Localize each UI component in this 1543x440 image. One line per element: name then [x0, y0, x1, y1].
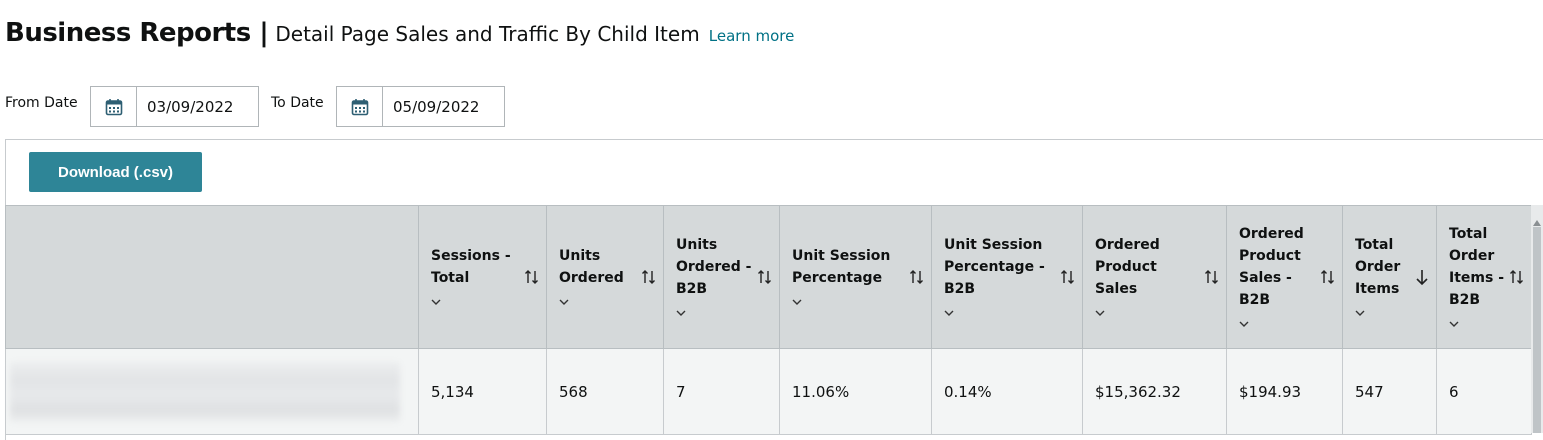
chevron-down-icon[interactable]: [792, 291, 905, 310]
page-subtitle: Detail Page Sales and Traffic By Child I…: [275, 22, 700, 46]
vertical-scrollbar[interactable]: [1531, 205, 1543, 433]
table-cell: $194.93: [1226, 348, 1343, 435]
column-header-label: Total Order Items: [1355, 236, 1401, 297]
chevron-down-icon[interactable]: [1449, 313, 1505, 332]
chevron-down-icon[interactable]: [1095, 302, 1200, 321]
chevron-down-icon[interactable]: [1355, 302, 1410, 321]
column-header-label: Total Order Items - B2B: [1449, 225, 1505, 308]
table-cell: 547: [1342, 348, 1437, 435]
chevron-down-icon[interactable]: [944, 302, 1056, 321]
from-date-value[interactable]: 03/09/2022: [147, 97, 234, 116]
column-header[interactable]: Total Order Items - B2B: [1436, 205, 1532, 349]
page-title: Business Reports |: [5, 18, 269, 48]
chevron-down-icon[interactable]: [431, 291, 520, 310]
report-table: Sessions - Total Units Ordered Units Ord…: [5, 205, 1532, 435]
sort-both-icon[interactable]: [1204, 268, 1220, 286]
table-cell: 11.06%: [779, 348, 932, 435]
to-date-label: To Date: [271, 95, 324, 111]
column-header-label: Units Ordered: [559, 247, 624, 286]
column-header[interactable]: Ordered Product Sales: [1082, 205, 1227, 349]
column-header[interactable]: Total Order Items: [1342, 205, 1437, 349]
sort-both-icon[interactable]: [1060, 268, 1076, 286]
sort-both-icon[interactable]: [909, 268, 925, 286]
to-date-field[interactable]: 05/09/2022: [336, 86, 505, 127]
sort-both-icon[interactable]: [524, 268, 540, 286]
scrollbar-thumb[interactable]: [1533, 227, 1541, 433]
sort-both-icon[interactable]: [757, 268, 773, 286]
column-header[interactable]: Ordered Product Sales - B2B: [1226, 205, 1343, 349]
column-header[interactable]: Sessions - Total: [418, 205, 547, 349]
chevron-down-icon[interactable]: [559, 291, 637, 310]
scroll-up-arrow-icon[interactable]: [1533, 211, 1541, 230]
column-header[interactable]: Units Ordered: [546, 205, 664, 349]
chevron-down-icon[interactable]: [676, 302, 753, 321]
table-cell: 7: [663, 348, 780, 435]
from-date-label: From Date: [5, 95, 78, 111]
column-header[interactable]: Units Ordered - B2B: [663, 205, 780, 349]
from-date-field[interactable]: 03/09/2022: [90, 86, 259, 127]
table-cell: $15,362.32: [1082, 348, 1227, 435]
table-cell: 6: [1436, 348, 1532, 435]
sort-both-icon[interactable]: [1320, 268, 1336, 286]
calendar-icon[interactable]: [337, 87, 383, 126]
learn-more-link[interactable]: Learn more: [708, 27, 795, 45]
sort-both-icon[interactable]: [641, 268, 657, 286]
sort-both-icon[interactable]: [1509, 268, 1525, 286]
column-header-label: Sessions - Total: [431, 247, 511, 286]
column-header-label: Unit Session Percentage: [792, 247, 891, 286]
column-header-label: Unit Session Percentage - B2B: [944, 236, 1045, 297]
column-header-label: Ordered Product Sales - B2B: [1239, 225, 1304, 308]
to-date-value[interactable]: 05/09/2022: [393, 97, 480, 116]
table-row: 5,134 568 7 11.06% 0.14% $15,362.32 $194…: [5, 348, 1532, 435]
sort-descending-icon[interactable]: [1414, 268, 1430, 286]
table-cell: 568: [546, 348, 664, 435]
table-cell: 5,134: [418, 348, 547, 435]
page-header: Business Reports | Detail Page Sales and…: [5, 18, 794, 48]
download-csv-button[interactable]: Download (.csv): [29, 152, 202, 192]
column-header-item: [5, 205, 419, 349]
chevron-down-icon[interactable]: [1239, 313, 1316, 332]
item-title-cell[interactable]: [5, 348, 419, 435]
column-header[interactable]: Unit Session Percentage: [779, 205, 932, 349]
calendar-icon[interactable]: [91, 87, 137, 126]
table-cell: 0.14%: [931, 348, 1083, 435]
column-header-label: Ordered Product Sales: [1095, 236, 1160, 297]
table-header-row: Sessions - Total Units Ordered Units Ord…: [5, 205, 1532, 349]
redacted-item-title: [10, 361, 400, 422]
column-header-label: Units Ordered - B2B: [676, 236, 752, 297]
column-header[interactable]: Unit Session Percentage - B2B: [931, 205, 1083, 349]
